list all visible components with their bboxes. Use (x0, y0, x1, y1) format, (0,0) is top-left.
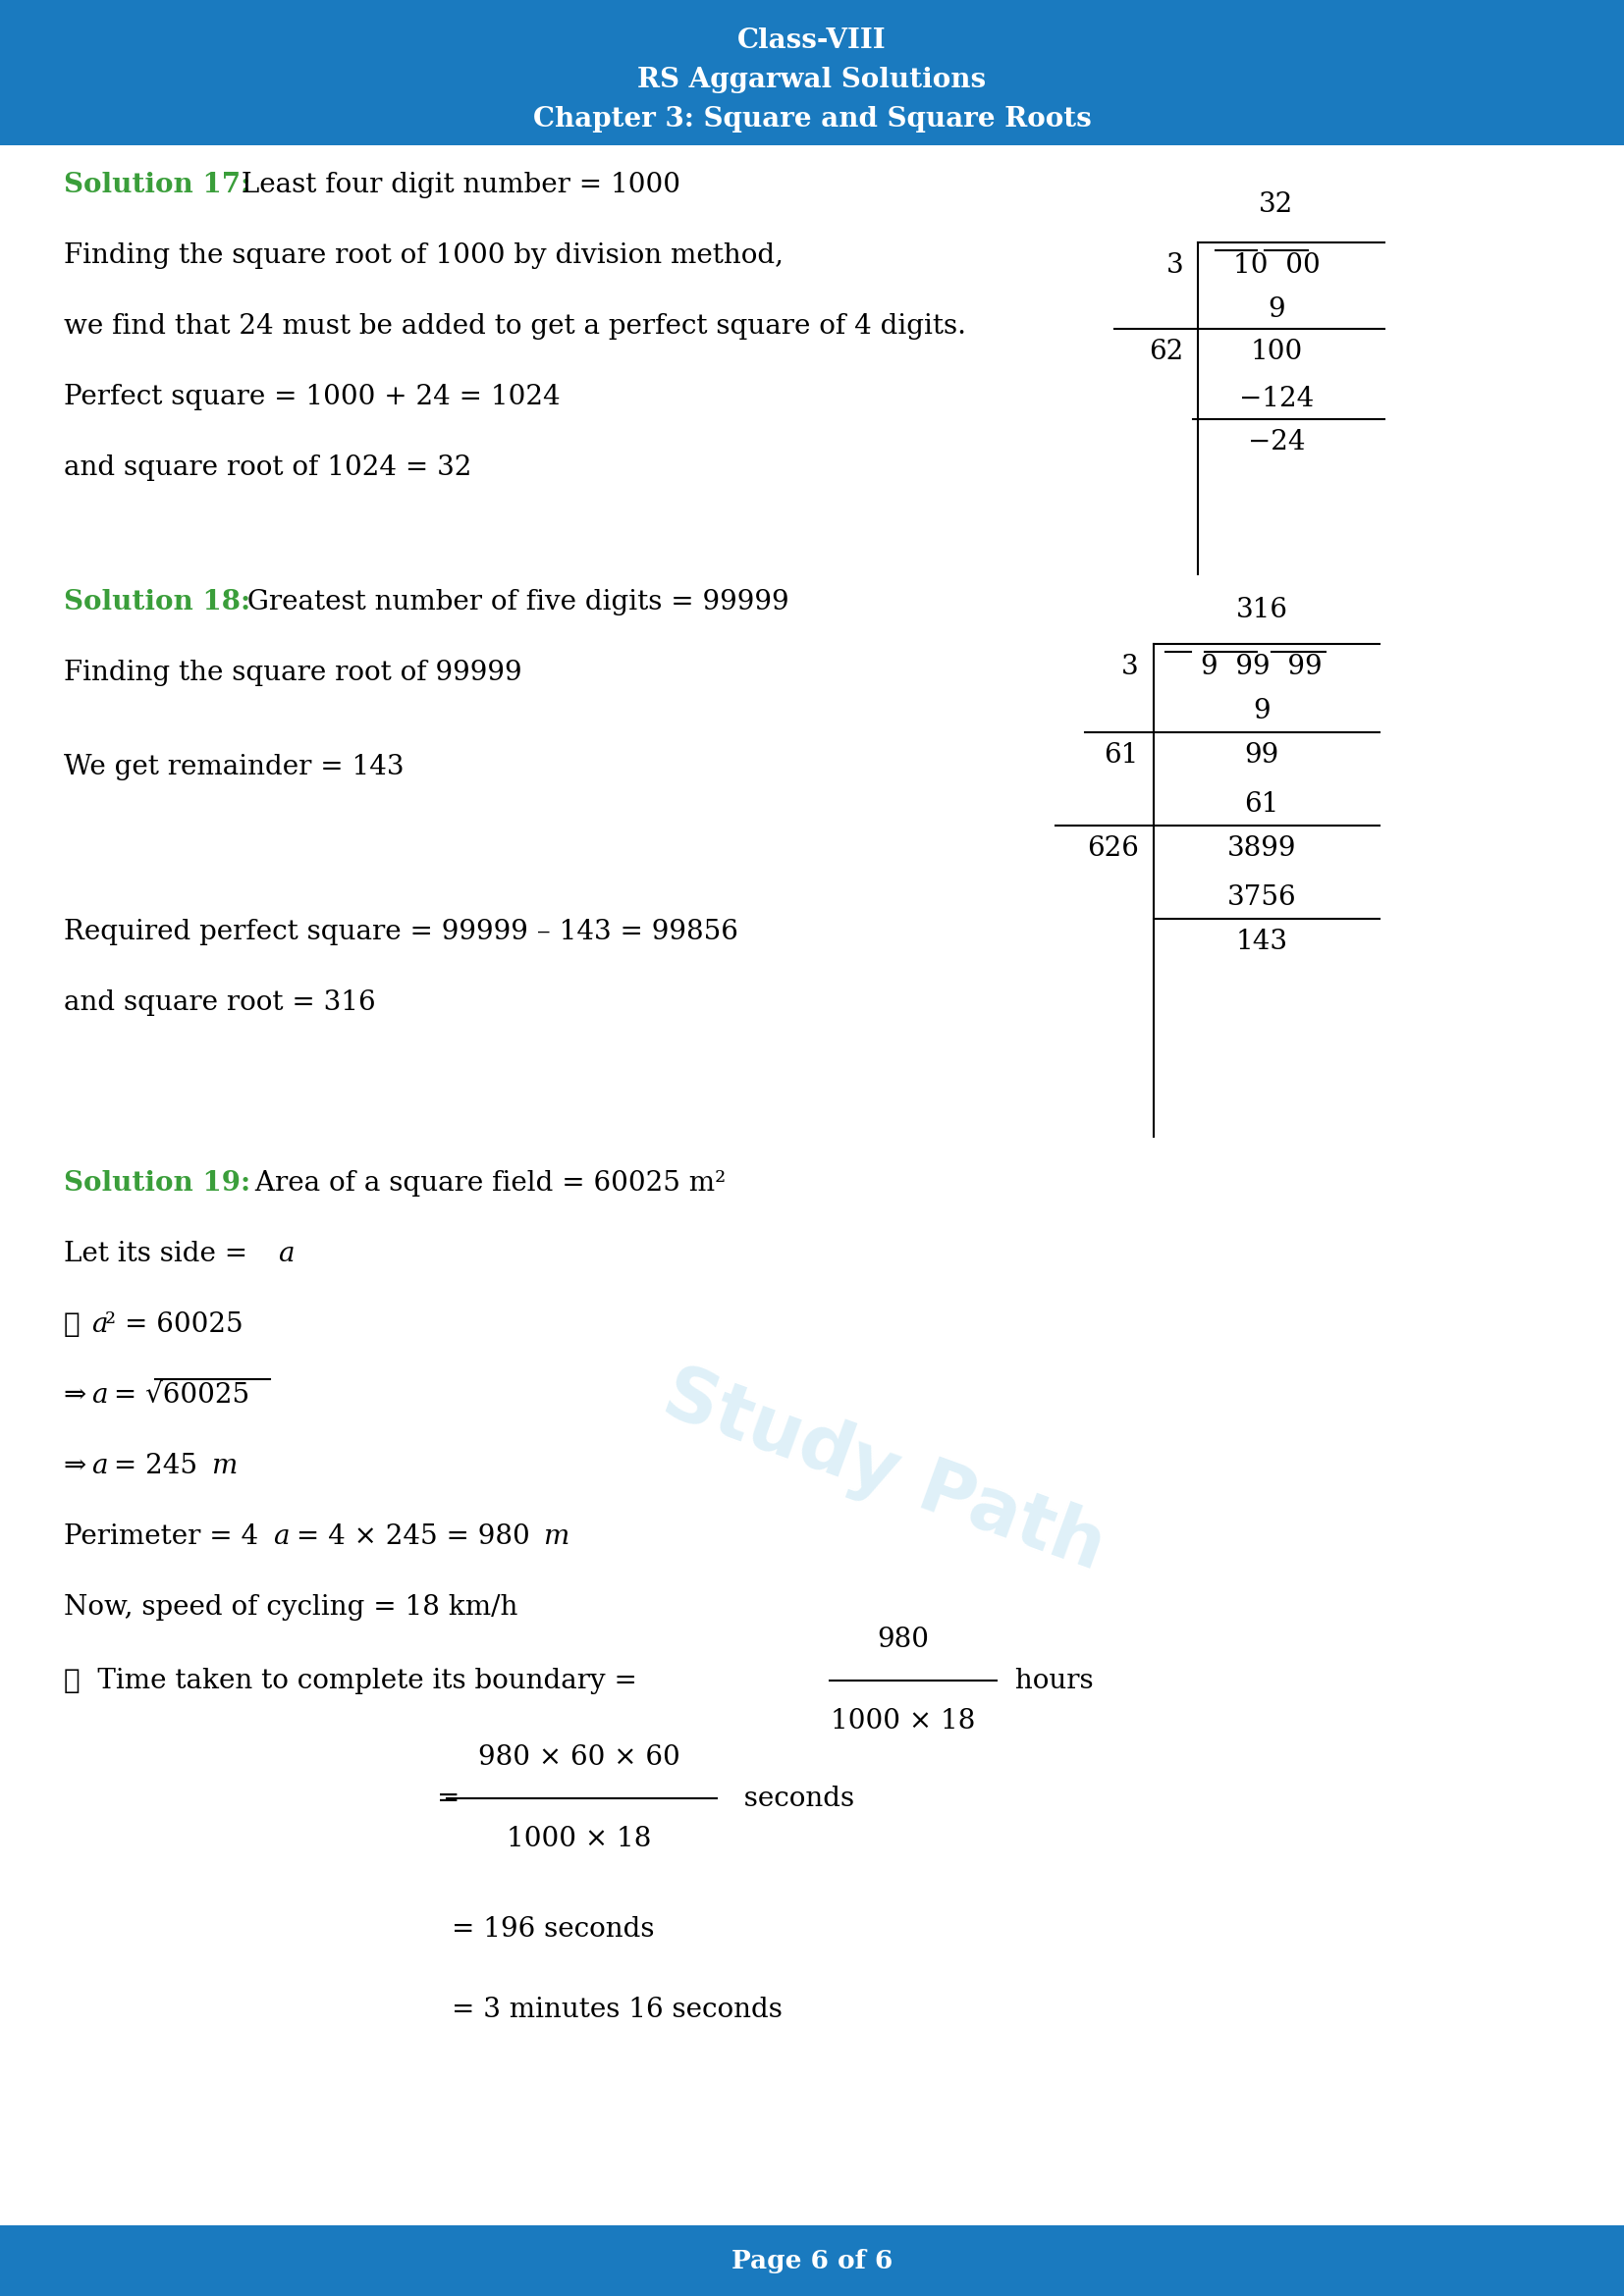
Text: ∴  Time taken to complete its boundary =: ∴ Time taken to complete its boundary = (63, 1667, 646, 1694)
Text: Perimeter = 4: Perimeter = 4 (63, 1525, 258, 1550)
Text: a: a (273, 1525, 289, 1550)
Text: ² = 60025: ² = 60025 (106, 1311, 244, 1339)
Text: Finding the square root of 1000 by division method,: Finding the square root of 1000 by divis… (63, 243, 783, 269)
Text: = √60025: = √60025 (106, 1382, 250, 1410)
Text: seconds: seconds (726, 1784, 854, 1812)
Text: 1000 × 18: 1000 × 18 (831, 1708, 976, 1733)
Text: Solution 19:: Solution 19: (63, 1171, 250, 1196)
Text: Perfect square = 1000 + 24 = 1024: Perfect square = 1000 + 24 = 1024 (63, 383, 560, 411)
Text: Page 6 of 6: Page 6 of 6 (731, 2248, 893, 2273)
Text: 9: 9 (1254, 698, 1270, 726)
Text: 100: 100 (1250, 338, 1302, 365)
Text: a: a (91, 1453, 107, 1479)
Text: 61: 61 (1244, 792, 1280, 817)
Text: 9: 9 (1268, 296, 1285, 324)
Text: ⇒: ⇒ (63, 1453, 96, 1479)
Text: m: m (211, 1453, 237, 1479)
Text: a: a (91, 1382, 107, 1410)
Text: and square root = 316: and square root = 316 (63, 990, 375, 1015)
Text: hours: hours (1007, 1667, 1093, 1694)
Text: 32: 32 (1259, 191, 1294, 218)
Text: Finding the square root of 99999: Finding the square root of 99999 (63, 659, 521, 687)
Text: = 3 minutes 16 seconds: = 3 minutes 16 seconds (451, 1998, 783, 2023)
Text: 9  99  99: 9 99 99 (1202, 654, 1322, 680)
Text: 980: 980 (877, 1626, 929, 1653)
Text: 143: 143 (1236, 928, 1288, 955)
Text: and square root of 1024 = 32: and square root of 1024 = 32 (63, 455, 471, 480)
Text: We get remainder = 143: We get remainder = 143 (63, 753, 404, 781)
Text: = 196 seconds: = 196 seconds (451, 1917, 654, 1942)
Text: Study Path: Study Path (653, 1359, 1114, 1587)
Text: 99: 99 (1244, 742, 1280, 769)
Text: ∴: ∴ (63, 1311, 89, 1339)
Text: Class-VIII: Class-VIII (737, 28, 887, 55)
Text: Chapter 3: Square and Square Roots: Chapter 3: Square and Square Roots (533, 106, 1091, 133)
Text: 3: 3 (1166, 253, 1184, 278)
Text: = 245: = 245 (106, 1453, 206, 1479)
Bar (0, 2225, 1624, 2296)
Text: 3756: 3756 (1228, 884, 1296, 912)
Text: Area of a square field = 60025 m²: Area of a square field = 60025 m² (247, 1171, 726, 1196)
Text: 10  00: 10 00 (1233, 253, 1320, 278)
Text: −124: −124 (1239, 386, 1314, 413)
Text: m: m (542, 1525, 568, 1550)
Text: =: = (437, 1784, 469, 1812)
Text: 3899: 3899 (1228, 836, 1296, 861)
Text: 980 × 60 × 60: 980 × 60 × 60 (479, 1745, 680, 1770)
Text: −24: −24 (1247, 429, 1306, 455)
Text: Let its side =: Let its side = (63, 1240, 257, 1267)
Text: Solution 17:: Solution 17: (63, 172, 250, 197)
Text: a: a (91, 1311, 107, 1339)
Text: 62: 62 (1148, 338, 1184, 365)
Text: a: a (278, 1240, 294, 1267)
Text: = 4 × 245 = 980: = 4 × 245 = 980 (287, 1525, 539, 1550)
Text: Greatest number of five digits = 99999: Greatest number of five digits = 99999 (239, 590, 789, 615)
Text: RS Aggarwal Solutions: RS Aggarwal Solutions (638, 67, 986, 94)
Text: 626: 626 (1086, 836, 1138, 861)
Text: we find that 24 must be added to get a perfect square of 4 digits.: we find that 24 must be added to get a p… (63, 312, 966, 340)
Text: 316: 316 (1236, 597, 1288, 622)
Text: 61: 61 (1104, 742, 1138, 769)
Text: ⇒: ⇒ (63, 1382, 96, 1410)
Text: Solution 18:: Solution 18: (63, 590, 250, 615)
Text: 1000 × 18: 1000 × 18 (507, 1825, 651, 1853)
Text: 3: 3 (1122, 654, 1138, 680)
Text: Now, speed of cycling = 18 km/h: Now, speed of cycling = 18 km/h (63, 1593, 518, 1621)
Text: Least four digit number = 1000: Least four digit number = 1000 (232, 172, 680, 197)
Text: Required perfect square = 99999 – 143 = 99856: Required perfect square = 99999 – 143 = … (63, 918, 739, 946)
Bar (0, 0, 1624, 145)
